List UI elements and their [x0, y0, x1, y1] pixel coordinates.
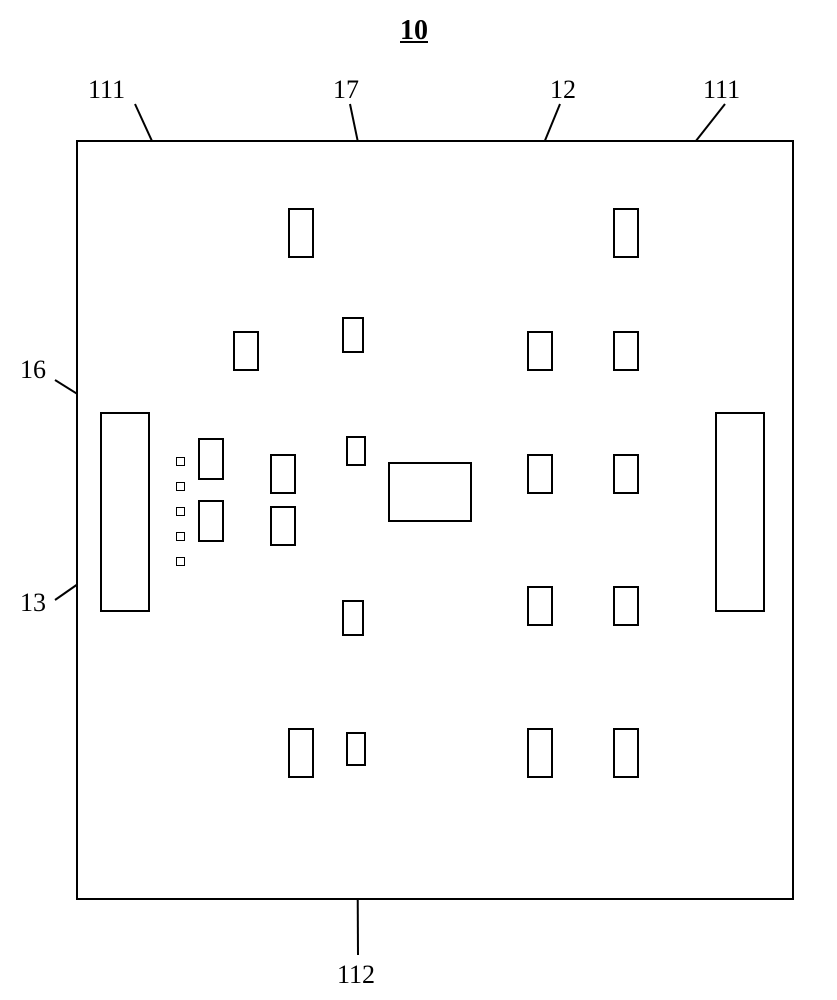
dot-4	[176, 557, 185, 566]
label-111b: 111	[703, 75, 740, 105]
label-17: 17	[333, 75, 359, 105]
small-rect-14	[527, 586, 553, 626]
small-rect-0	[288, 208, 314, 258]
small-rect-9	[270, 506, 296, 546]
label-112: 112	[337, 960, 375, 990]
label-13: 13	[20, 588, 46, 618]
small-rect-8	[346, 436, 366, 466]
small-rect-1	[613, 208, 639, 258]
dot-1	[176, 482, 185, 491]
small-rect-12	[613, 454, 639, 494]
small-rect-11	[527, 454, 553, 494]
label-12: 12	[550, 75, 576, 105]
dot-3	[176, 532, 185, 541]
small-rect-10	[198, 500, 224, 542]
dot-0	[176, 457, 185, 466]
small-rect-16	[288, 728, 314, 778]
small-rect-17	[346, 732, 366, 766]
small-rect-7	[270, 454, 296, 494]
diagram-container: 10 11117121111613112	[0, 0, 837, 1000]
small-rect-13	[342, 600, 364, 636]
small-rect-2	[233, 331, 259, 371]
big-rect-center-chip	[388, 462, 472, 522]
label-111a: 111	[88, 75, 125, 105]
small-rect-6	[198, 438, 224, 480]
small-rect-4	[527, 331, 553, 371]
dot-2	[176, 507, 185, 516]
big-rect-right-conn	[715, 412, 765, 612]
small-rect-5	[613, 331, 639, 371]
big-rect-left-conn	[100, 412, 150, 612]
label-16: 16	[20, 355, 46, 385]
small-rect-15	[613, 586, 639, 626]
small-rect-3	[342, 317, 364, 353]
small-rect-19	[613, 728, 639, 778]
small-rect-18	[527, 728, 553, 778]
